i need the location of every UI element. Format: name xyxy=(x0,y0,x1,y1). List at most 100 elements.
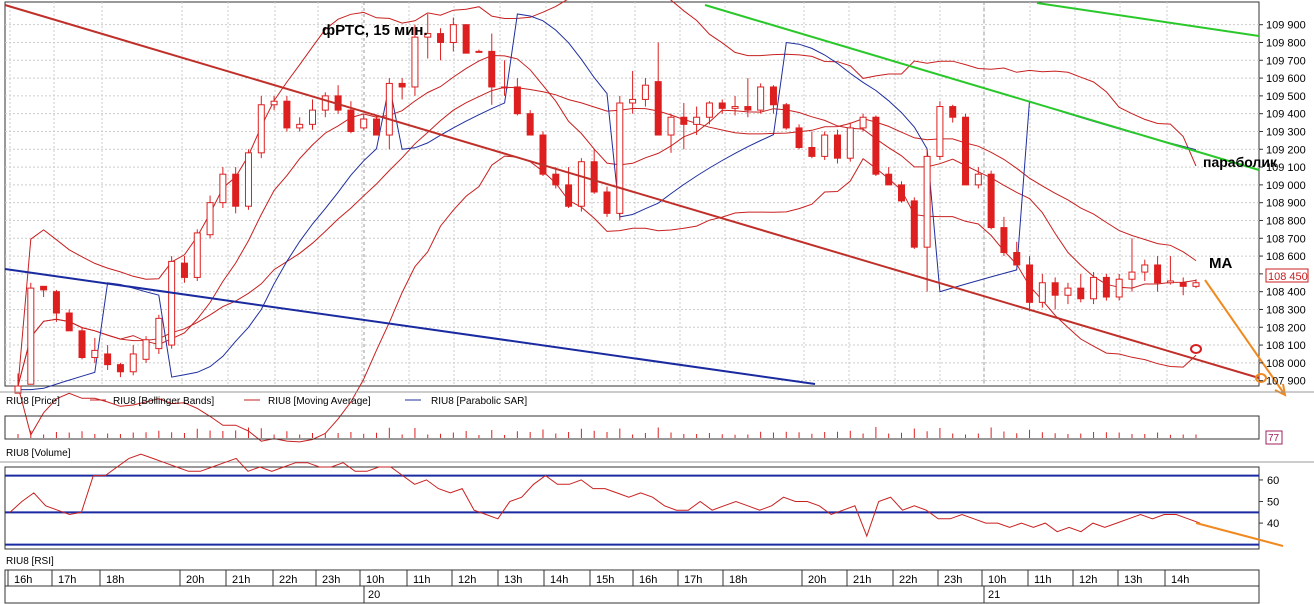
price-axis: 109 900 109 800 109 700 109 600 109 500 109 4… xyxy=(1259,20,1306,388)
candle-body xyxy=(27,287,35,385)
x-tick-label: 13h xyxy=(504,574,522,586)
y-tick-label: 109 900 xyxy=(1266,20,1306,32)
candle-body xyxy=(808,146,816,157)
candle-body xyxy=(193,232,201,278)
trend-lines xyxy=(4,2,1287,397)
chart-title: фРТС, 15 мин. xyxy=(322,22,428,39)
candle-body xyxy=(731,106,739,109)
candle-body xyxy=(142,339,150,360)
candle-body xyxy=(590,161,598,193)
candle-body xyxy=(309,109,316,125)
y-tick-label: 108 200 xyxy=(1266,322,1306,334)
marker-circle-2 xyxy=(1255,373,1267,383)
candle-body xyxy=(1077,287,1085,300)
candle-body xyxy=(769,86,777,106)
candle-body xyxy=(475,50,483,53)
legend-price: RIU8 [Price] xyxy=(6,396,60,407)
candle-body xyxy=(846,127,854,159)
rsi-axis: 60 50 40 xyxy=(1259,475,1279,530)
y-tick-label: 108 000 xyxy=(1266,358,1306,370)
trendline-blue xyxy=(4,268,816,385)
candle-body xyxy=(462,24,470,54)
candle-body xyxy=(1064,287,1072,296)
candle-body xyxy=(411,36,419,88)
parabolic-sar xyxy=(18,13,1197,391)
y-tick-label: 108 600 xyxy=(1266,251,1306,263)
candle-body xyxy=(949,106,957,118)
moving-average xyxy=(17,54,1197,387)
y-tick-label: 109 500 xyxy=(1266,91,1306,103)
volume-bars xyxy=(17,427,1197,438)
candle-body xyxy=(296,123,304,129)
candle-body xyxy=(795,127,803,148)
x-tick-label: 15h xyxy=(596,574,614,586)
candle-body xyxy=(936,106,944,157)
candle-body xyxy=(565,184,573,207)
candle-body xyxy=(744,106,752,111)
y-tick-label: 109 300 xyxy=(1266,126,1306,138)
candle-body xyxy=(1166,280,1174,284)
candle-body xyxy=(513,86,521,115)
candle-body xyxy=(14,385,22,394)
volume-label: RIU8 [Volume] xyxy=(6,448,71,459)
volume-value: 77 xyxy=(1268,433,1280,444)
candle-body xyxy=(1051,282,1059,296)
candle-body xyxy=(1154,264,1162,284)
candle-body xyxy=(859,116,867,129)
volume-panel xyxy=(4,415,1260,440)
candle-body xyxy=(1115,278,1123,298)
candle-body xyxy=(667,116,675,136)
candle-body xyxy=(449,24,457,43)
candle-body xyxy=(872,116,880,175)
y-tick-label: 109 400 xyxy=(1266,109,1306,121)
candle-body xyxy=(385,82,393,136)
candle-body xyxy=(898,184,905,202)
x-tick-label: 11h xyxy=(1034,574,1052,586)
x-tick-label: 11h xyxy=(413,574,431,586)
candle-body xyxy=(232,173,240,207)
day-label: 20 xyxy=(368,589,380,601)
x-tick-label: 16h xyxy=(639,574,657,586)
rsi-tick-label: 60 xyxy=(1267,475,1279,487)
candle-body xyxy=(398,82,406,88)
x-tick-label: 10h xyxy=(366,574,384,586)
candle-body xyxy=(705,102,713,118)
day-label: 21 xyxy=(988,589,1000,601)
candle-body xyxy=(321,95,329,111)
x-tick-label: 20h xyxy=(186,574,204,586)
y-tick-label: 109 700 xyxy=(1266,55,1306,67)
candle-body xyxy=(78,330,86,359)
candle-body xyxy=(219,173,227,204)
y-tick-label: 107 900 xyxy=(1266,376,1306,388)
y-tick-label: 108 900 xyxy=(1266,198,1306,210)
candle-body xyxy=(360,118,368,129)
volume-value-tag xyxy=(1265,430,1283,445)
x-tick-label: 18h xyxy=(729,574,747,586)
x-tick-label: 23h xyxy=(322,574,340,586)
candle-body xyxy=(833,134,841,159)
y-tick-label: 108 300 xyxy=(1266,304,1306,316)
rsi-panel xyxy=(4,466,1260,550)
bollinger-lower xyxy=(17,155,1197,443)
candle-body xyxy=(974,173,982,186)
ma-annotation: МА xyxy=(1209,255,1232,272)
candle-body xyxy=(488,50,496,88)
x-tick-label: 17h xyxy=(684,574,702,586)
candle-body xyxy=(347,109,355,132)
x-tick-label: 20h xyxy=(808,574,826,586)
candle-body xyxy=(680,116,688,125)
candle-body xyxy=(91,349,99,359)
candle-body xyxy=(52,291,60,314)
rsi-label: RIU8 [RSI] xyxy=(6,556,54,567)
x-tick-label: 23h xyxy=(944,574,962,586)
x-tick-label: 10h xyxy=(988,574,1006,586)
candle-body xyxy=(1141,264,1149,273)
candlestick-series xyxy=(14,14,1200,394)
y-tick-label: 108 700 xyxy=(1266,233,1306,245)
x-tick-label: 13h xyxy=(1124,574,1142,586)
x-tick-label: 14h xyxy=(550,574,568,586)
candle-body xyxy=(654,81,662,136)
candle-body xyxy=(539,134,547,175)
candle-body xyxy=(1026,264,1034,303)
candle-body xyxy=(155,317,163,350)
